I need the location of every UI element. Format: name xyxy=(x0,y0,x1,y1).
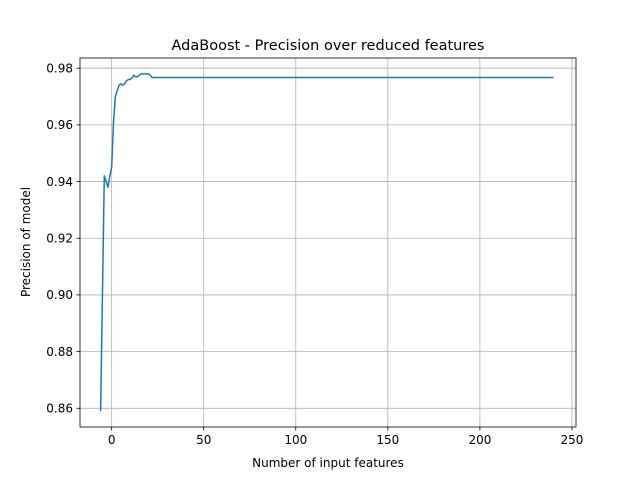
y-tick-label: 0.92 xyxy=(46,232,73,246)
chart-title: AdaBoost - Precision over reduced featur… xyxy=(172,38,485,54)
y-tick-label: 0.86 xyxy=(46,402,73,416)
x-tick-label: 100 xyxy=(284,433,307,447)
x-tick-label: 50 xyxy=(196,433,211,447)
y-tick-label: 0.88 xyxy=(46,345,73,359)
x-tick-label: 200 xyxy=(468,433,491,447)
ticks: 0 50 100 150 200 250 0.86 0.88 0.90 0.92 0.94 0.96 0… xyxy=(46,62,583,447)
grid xyxy=(80,58,576,427)
x-axis-label: Number of input features xyxy=(252,456,404,470)
x-tick-label: 250 xyxy=(560,433,583,447)
y-tick-label: 0.96 xyxy=(46,118,73,132)
series-line xyxy=(99,73,554,412)
y-tick-label: 0.90 xyxy=(46,288,73,302)
y-axis-label: Precision of model xyxy=(19,187,33,297)
axes-frame xyxy=(79,57,577,428)
y-tick-label: 0.98 xyxy=(46,62,73,76)
x-tick-label: 150 xyxy=(376,433,399,447)
y-tick-label: 0.94 xyxy=(46,175,73,189)
data-series xyxy=(99,73,554,412)
x-tick-label: 0 xyxy=(108,433,116,447)
